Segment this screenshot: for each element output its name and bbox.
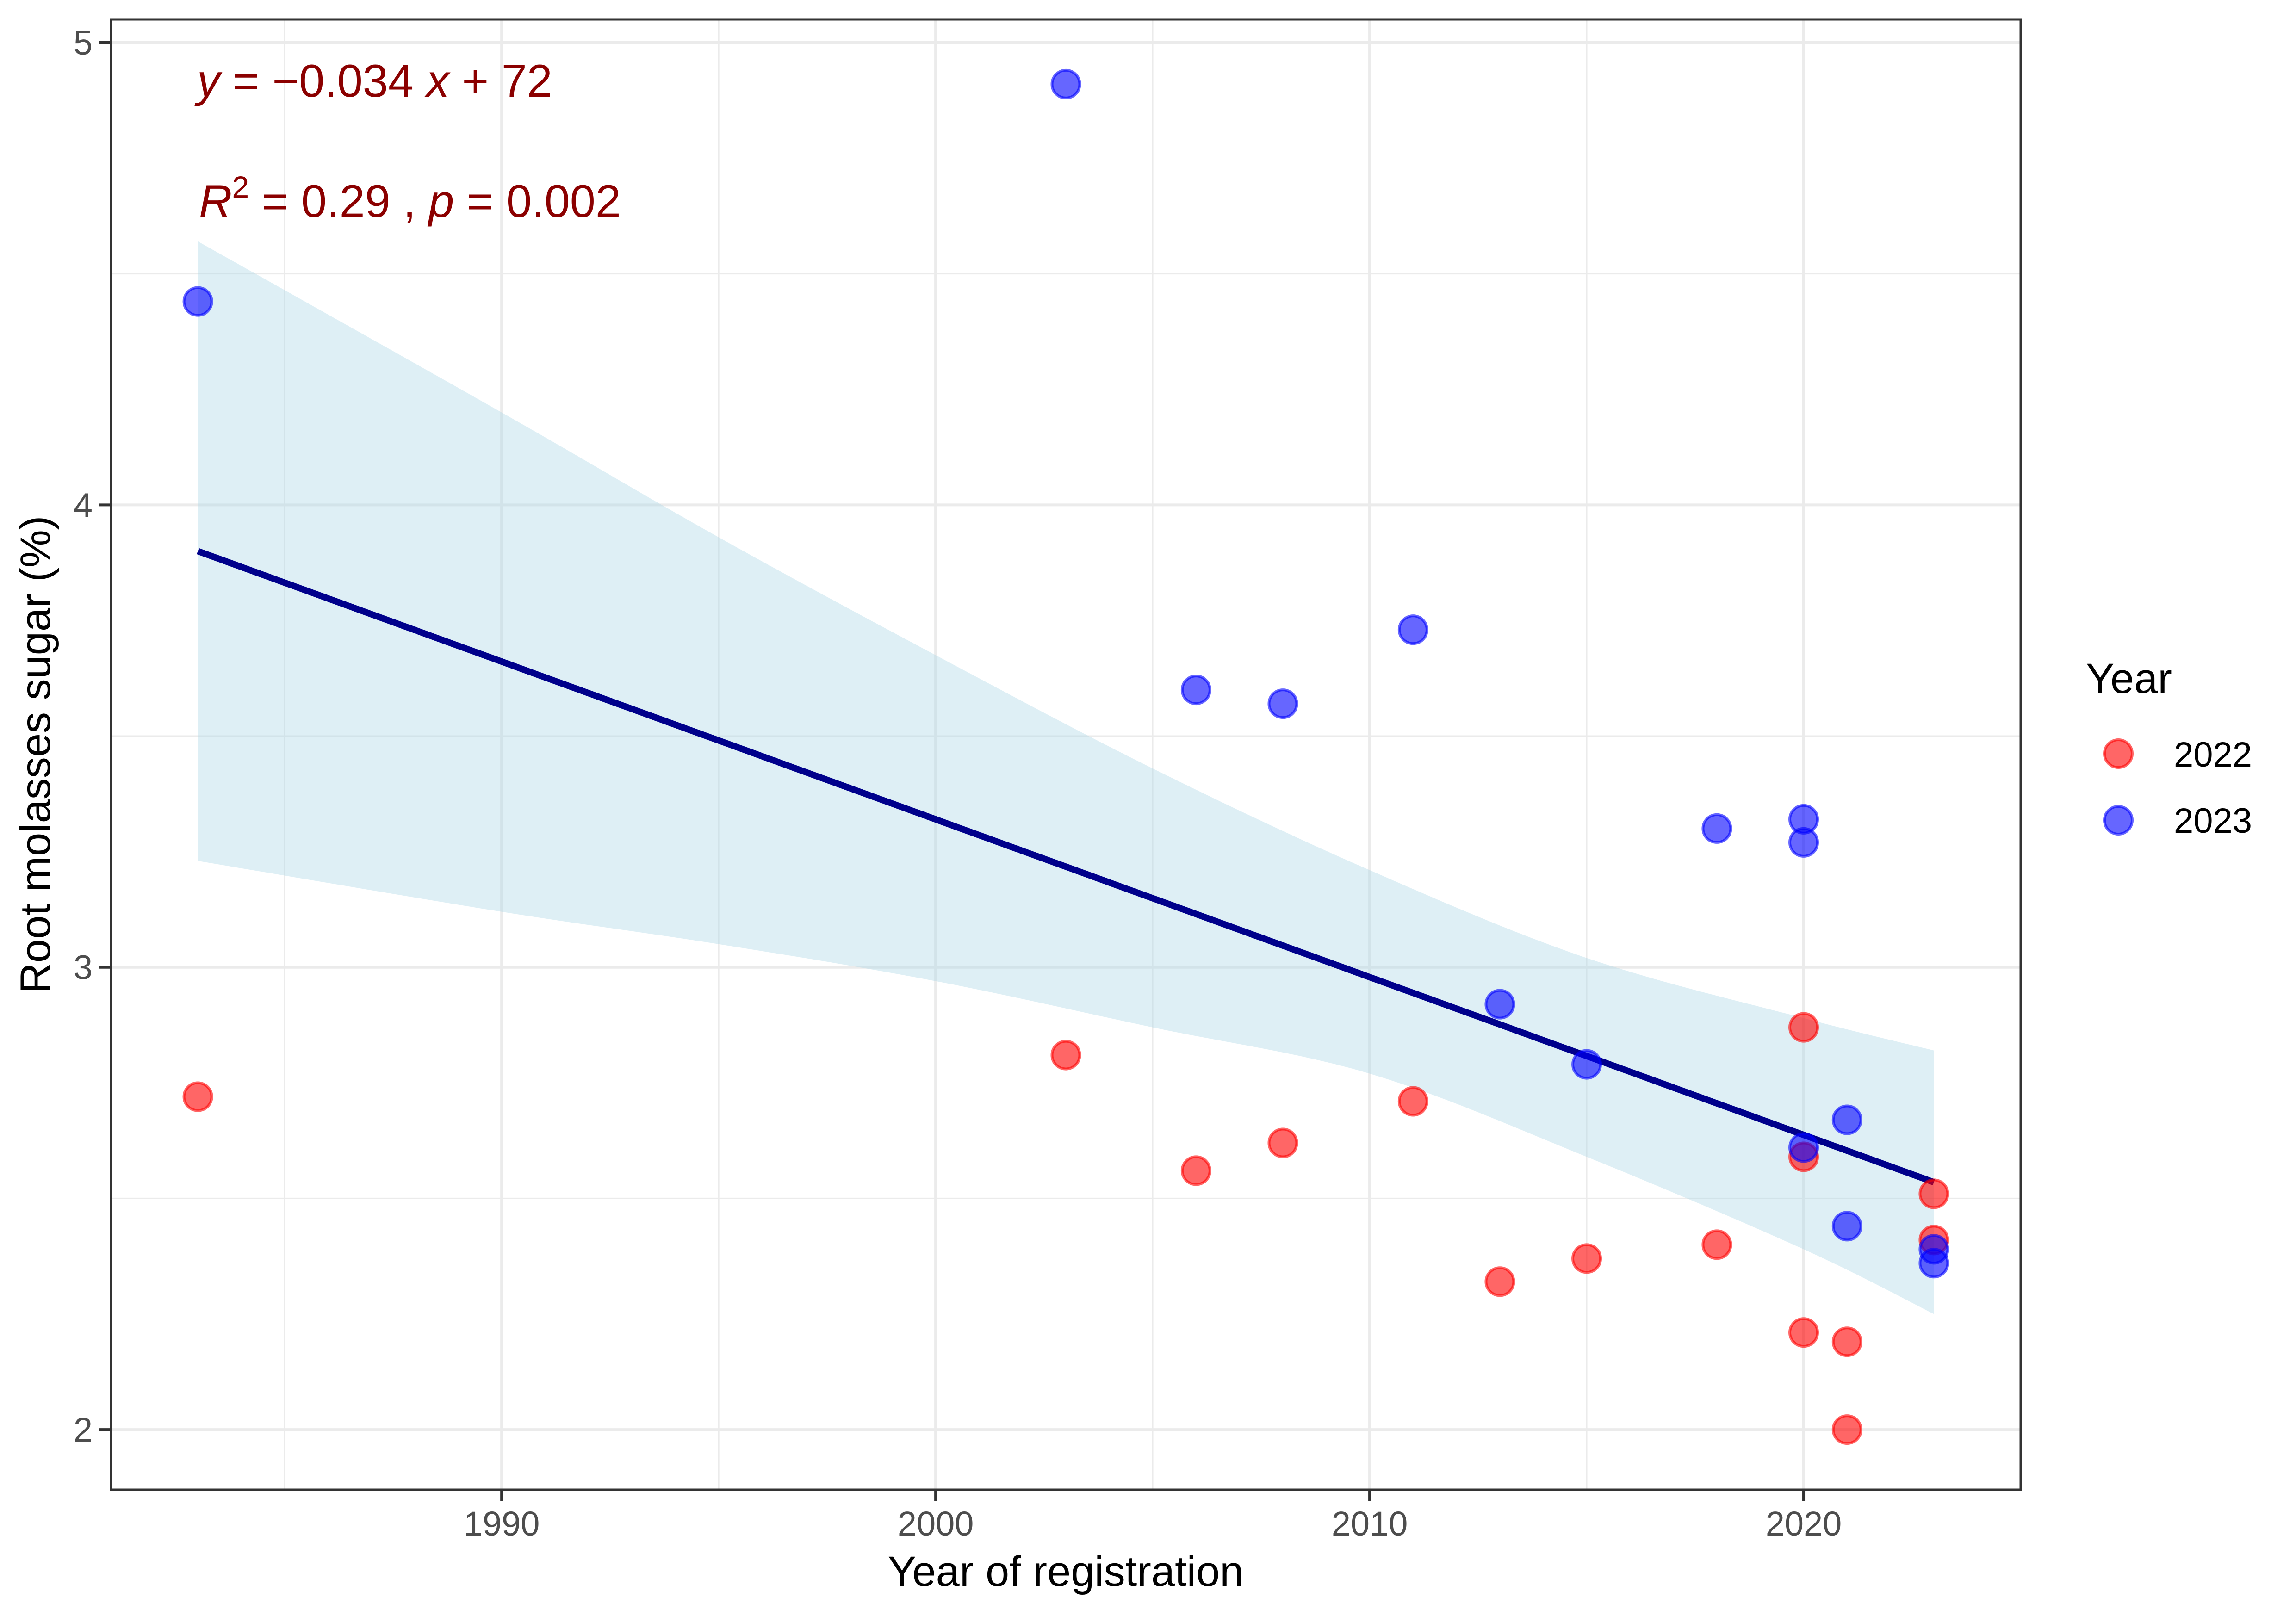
legend-title: Year — [2086, 655, 2172, 702]
equation-y-symbol: y — [194, 55, 223, 106]
data-point-2023 — [1571, 1049, 1602, 1080]
major-gridlines — [111, 19, 2021, 1490]
y-axis-ticks: 2 3 4 5 — [74, 24, 111, 1449]
data-point-2022 — [1050, 1040, 1081, 1071]
data-point-2023 — [1050, 68, 1081, 99]
stats-equals-2: = — [454, 175, 506, 227]
data-point-2022 — [1571, 1243, 1602, 1274]
regression-statistics: R2 = 0.29 , p = 0.002 — [199, 170, 621, 227]
equation-intercept: 72 — [502, 55, 552, 106]
data-point-2022 — [1788, 1317, 1819, 1348]
y-tick-label: 2 — [74, 1411, 93, 1449]
legend-label-2022: 2022 — [2174, 735, 2252, 774]
stats-r-superscript: 2 — [232, 170, 249, 204]
stats-p-symbol: p — [427, 175, 454, 227]
equation-equals: = — [220, 55, 273, 106]
equation-plus: + — [449, 55, 502, 106]
legend: Year 2022 2023 — [2086, 655, 2252, 841]
data-points — [182, 68, 1949, 1445]
y-axis-title: Root molasses sugar (%) — [12, 516, 59, 994]
regression-equation: y = −0.034 x + 72 — [194, 55, 552, 106]
equation-x-symbol: x — [424, 55, 451, 106]
data-point-2023 — [1918, 1248, 1949, 1279]
data-point-2022 — [1267, 1127, 1298, 1158]
legend-label-2023: 2023 — [2174, 801, 2252, 841]
data-point-2022 — [1484, 1266, 1515, 1297]
equation-space — [414, 55, 427, 106]
data-point-2022 — [1701, 1229, 1732, 1260]
data-point-2022 — [1831, 1414, 1862, 1445]
data-point-2022 — [1180, 1155, 1211, 1186]
x-axis-title: Year of registration — [888, 1548, 1244, 1595]
x-tick-label: 2010 — [1332, 1505, 1408, 1543]
data-point-2023 — [1267, 688, 1298, 719]
data-point-2023 — [1484, 989, 1515, 1020]
stats-p-value: 0.002 — [506, 175, 621, 227]
data-point-2023 — [1180, 675, 1211, 706]
data-point-2023 — [1788, 1132, 1819, 1163]
data-point-2023 — [1788, 827, 1819, 858]
stats-r-symbol: R — [199, 175, 232, 227]
data-point-2022 — [1788, 1012, 1819, 1043]
data-point-2022 — [1918, 1178, 1949, 1209]
stats-equals-1: = — [249, 175, 301, 227]
equation-minus: − — [272, 55, 299, 106]
data-point-2023 — [1397, 614, 1428, 645]
stats-separator: , — [391, 175, 429, 227]
x-tick-label: 2000 — [898, 1505, 974, 1543]
y-tick-label: 4 — [74, 486, 93, 524]
data-point-2022 — [182, 1081, 213, 1112]
data-point-2023 — [1831, 1104, 1862, 1135]
plot-panel-border — [110, 18, 2022, 1491]
x-axis-ticks: 1990 2000 2010 2020 — [464, 1490, 1842, 1543]
data-point-2023 — [1701, 813, 1732, 844]
legend-key-2022 — [2103, 738, 2134, 769]
y-tick-label: 5 — [74, 24, 93, 62]
data-point-2023 — [182, 286, 213, 317]
confidence-band — [198, 241, 1934, 1314]
y-tick-label: 3 — [74, 948, 93, 987]
stats-r2-value: 0.29 — [301, 175, 391, 227]
equation-coefficient: 0.034 — [299, 55, 414, 106]
legend-key-2023 — [2103, 805, 2134, 836]
data-point-2022 — [1397, 1086, 1428, 1117]
legend-item-2023: 2023 — [2103, 801, 2252, 841]
data-point-2022 — [1831, 1326, 1862, 1357]
legend-item-2022: 2022 — [2103, 735, 2252, 774]
data-point-2023 — [1831, 1211, 1862, 1242]
x-tick-label: 2020 — [1766, 1505, 1842, 1543]
regression-line — [197, 548, 1935, 1185]
x-tick-label: 1990 — [464, 1505, 540, 1543]
